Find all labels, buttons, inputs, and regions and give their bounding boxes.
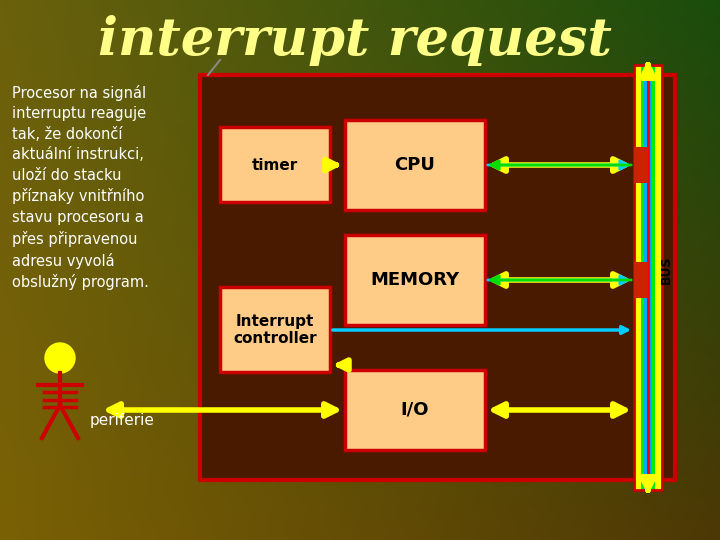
Bar [345,235,485,325]
Circle shape [45,343,75,373]
Text: Procesor na signál
interruptu reaguje
tak, že dokončí
aktuální instrukci,
uloží : Procesor na signál interruptu reaguje ta… [12,85,149,291]
Text: I/O: I/O [401,401,429,419]
Text: interrupt request: interrupt request [98,15,612,65]
Bar [634,147,648,183]
Bar [644,65,652,490]
Bar [220,127,330,202]
Text: BUS: BUS [660,256,672,284]
Bar [345,120,485,210]
Text: MEMORY: MEMORY [370,271,459,289]
Text: timer: timer [252,158,298,172]
Bar [220,287,330,372]
Text: CPU: CPU [395,156,436,174]
Bar [647,65,650,490]
Text: Interrupt
controller: Interrupt controller [233,314,317,346]
Bar [641,65,655,490]
Bar [200,75,675,480]
Text: periferie: periferie [90,413,155,428]
Bar [345,370,485,450]
Bar [634,262,648,298]
Bar [634,65,662,490]
Bar [634,65,662,490]
